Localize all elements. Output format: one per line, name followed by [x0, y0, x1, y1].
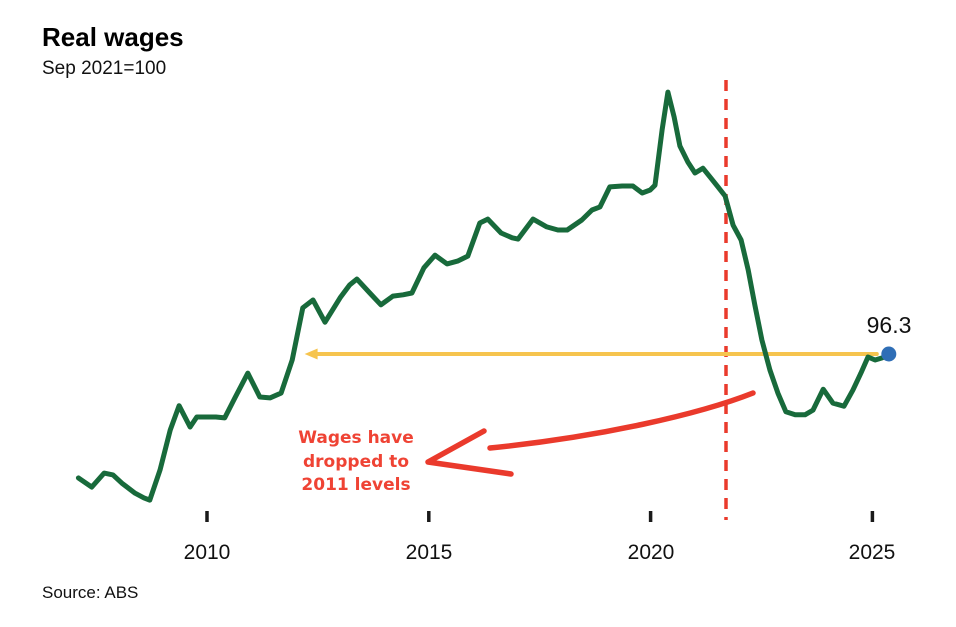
x-tick-label-2025: 2025: [848, 541, 896, 564]
latest-value-dot: [881, 346, 897, 362]
annotation-line-1: Wages have: [298, 428, 414, 448]
handwritten-annotation: Wages have dropped to 2011 levels: [280, 427, 432, 498]
chart-subtitle: Sep 2021=100: [42, 58, 167, 79]
x-axis-ticks: [205, 511, 875, 522]
x-tick-label-2015: 2015: [405, 541, 453, 564]
annotation-line-2: dropped to: [303, 451, 409, 472]
x-tick-label-2010: 2010: [183, 541, 231, 564]
x-tick-label-2020: 2020: [627, 541, 675, 564]
chart-title: Real wages: [42, 22, 184, 52]
latest-value-label: 96.3: [866, 312, 912, 338]
level-comparison-arrowhead-icon: [304, 348, 318, 360]
source-note: Source: ABS: [42, 583, 139, 602]
annotation-line-3: 2011 levels: [301, 475, 411, 495]
real-wages-line: [75, 89, 892, 503]
hand-drawn-arrow-icon: [425, 390, 756, 477]
